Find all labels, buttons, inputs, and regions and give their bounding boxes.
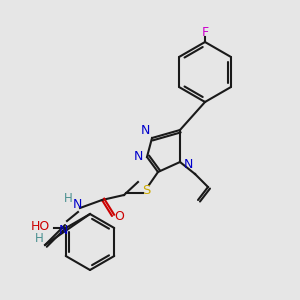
Text: O: O [114, 211, 124, 224]
Text: N: N [140, 124, 150, 137]
Text: S: S [142, 184, 150, 196]
Text: HO: HO [31, 220, 50, 232]
Text: N: N [133, 151, 143, 164]
Text: N: N [72, 197, 82, 211]
Text: H: H [64, 193, 72, 206]
Text: H: H [34, 232, 43, 245]
Text: F: F [201, 26, 208, 40]
Text: N: N [183, 158, 193, 172]
Text: N: N [58, 224, 68, 236]
